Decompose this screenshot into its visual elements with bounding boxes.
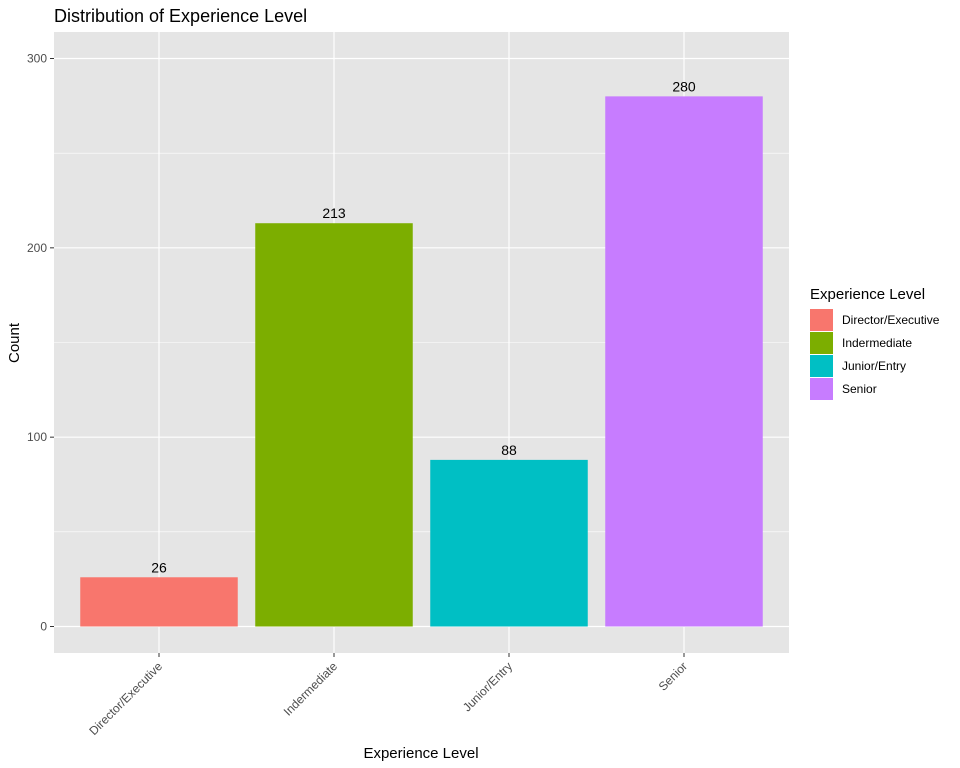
- bar-value-label: 280: [672, 78, 696, 94]
- legend-swatch: [810, 355, 833, 377]
- y-tick-label: 0: [40, 619, 47, 633]
- chart-title: Distribution of Experience Level: [54, 6, 307, 26]
- bar-director-executive: [80, 577, 238, 627]
- x-axis: Director/Executive Indermediate Junior/Ent…: [86, 653, 690, 738]
- legend-swatch: [810, 378, 833, 400]
- legend-swatch: [810, 332, 833, 354]
- legend-label: Senior: [842, 382, 877, 396]
- bar-value-label: 88: [501, 442, 517, 458]
- x-tick-label: Junior/Entry: [460, 659, 515, 714]
- legend-label: Director/Executive: [842, 313, 940, 327]
- x-tick-label: Senior: [656, 659, 690, 693]
- y-tick-label: 100: [27, 430, 47, 444]
- legend-label: Indermediate: [842, 336, 912, 350]
- x-tick-label: Director/Executive: [86, 659, 165, 738]
- bar-senior: [605, 96, 763, 627]
- bar-indermediate: [255, 223, 413, 627]
- legend-items: Director/Executive Indermediate Junior/Ent…: [810, 309, 940, 400]
- legend-title: Experience Level: [810, 286, 925, 303]
- x-axis-title: Experience Level: [363, 745, 478, 762]
- bars: [80, 96, 763, 627]
- bar-junior-entry: [430, 459, 588, 627]
- y-tick-label: 200: [27, 241, 47, 255]
- bar-value-labels: 26 213 88 280: [151, 78, 696, 575]
- legend-swatch: [810, 309, 833, 331]
- y-axis-title: Count: [6, 322, 23, 363]
- legend: Experience Level Director/Executive Inder…: [810, 286, 940, 400]
- y-tick-label: 300: [27, 52, 47, 66]
- bar-value-label: 26: [151, 559, 167, 575]
- x-tick-label: Indermediate: [281, 659, 341, 719]
- y-axis: 0 100 200 300: [27, 52, 54, 633]
- legend-label: Junior/Entry: [842, 359, 906, 373]
- bar-value-label: 213: [322, 205, 346, 221]
